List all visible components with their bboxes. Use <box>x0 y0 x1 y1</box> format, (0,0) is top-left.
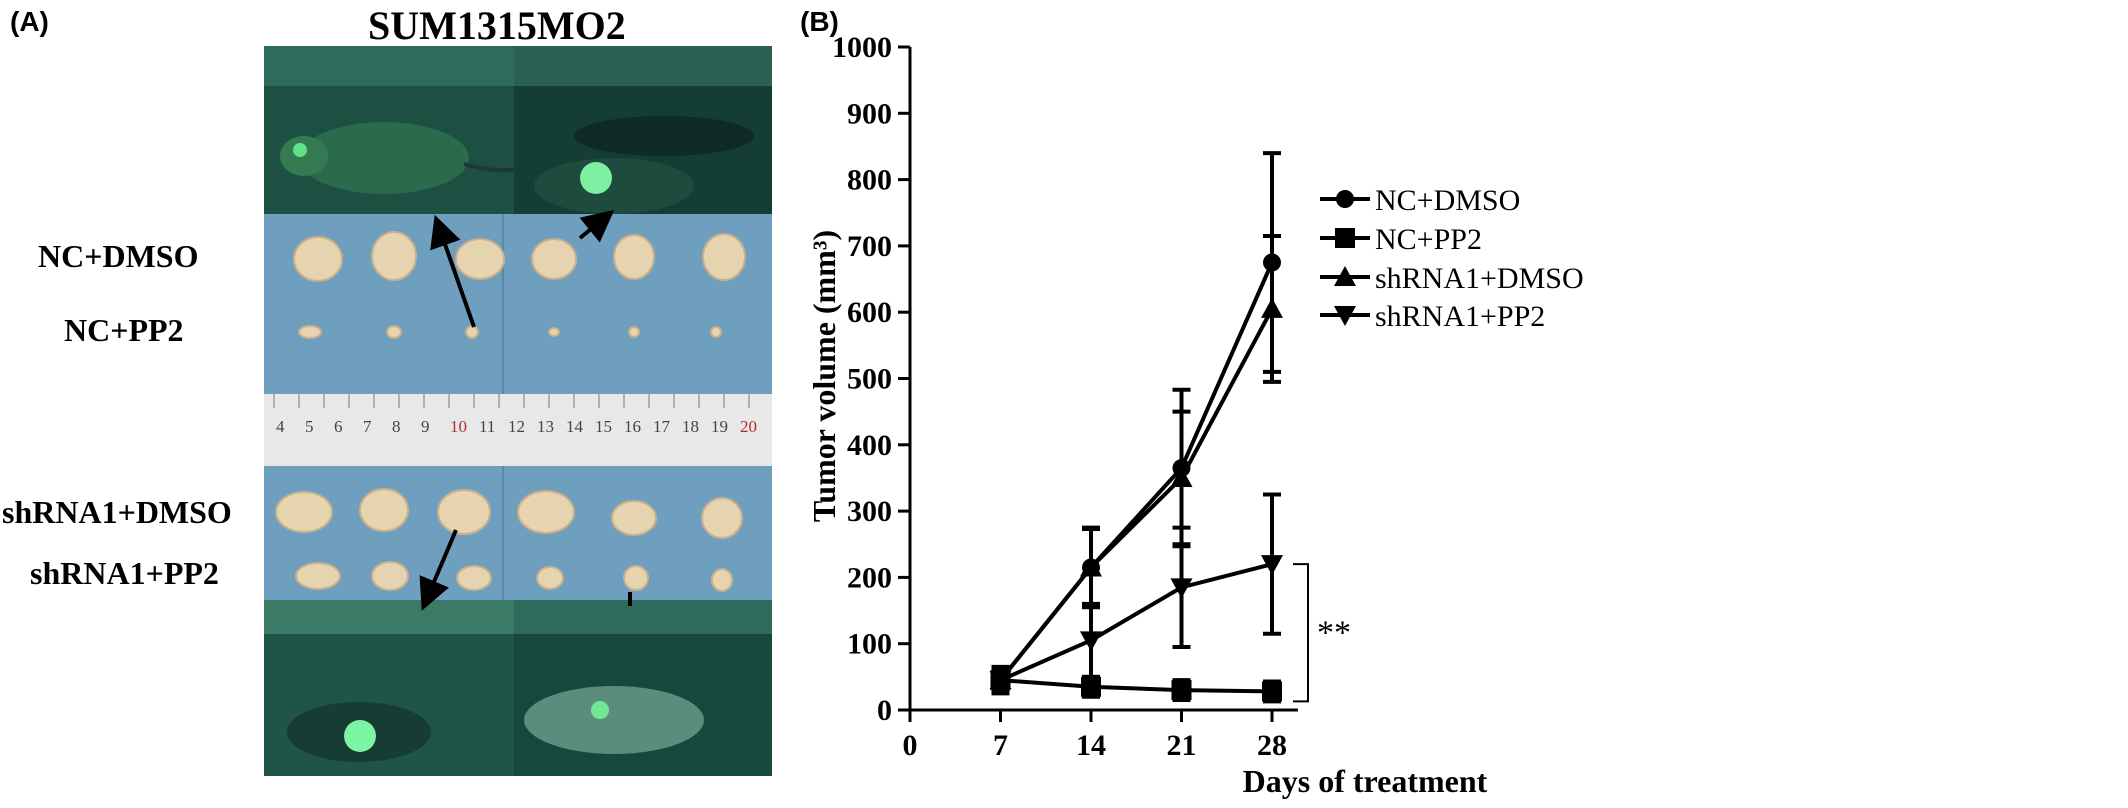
mouse-photo-bottom-right <box>514 600 772 776</box>
row-label-nc-pp2: NC+PP2 <box>64 312 184 348</box>
y-tick-label: 700 <box>847 230 892 263</box>
ruler-mark-label: 20 <box>740 417 757 436</box>
legend-label: shRNA1+PP2 <box>1375 300 1545 333</box>
data-point <box>1261 555 1283 576</box>
arrow-down-left <box>419 529 458 611</box>
ruler-middle: 4 5 6 7 8 9 10 11 12 13 14 15 16 17 18 19 20 <box>264 394 772 466</box>
y-tick-label: 300 <box>847 495 892 528</box>
series-nc-pp2 <box>990 664 1282 704</box>
data-point <box>1334 306 1356 326</box>
series-line <box>1000 678 1273 694</box>
x-tick-label: 7 <box>993 729 1008 762</box>
tumor-volume-chart: 0 100 200 300 400 500 600 700 800 900 1000 0 7 14 21 28… <box>806 31 1584 799</box>
data-point <box>1081 676 1101 697</box>
ruler-mark-label: 18 <box>682 417 699 436</box>
significance-stars: ** <box>1317 614 1351 651</box>
chart-series <box>989 151 1283 704</box>
panel-b: (B) 0 100 200 300 400 500 600 700 800 900 1000 0 7 14… <box>800 0 2128 803</box>
y-tick-label: 0 <box>877 694 892 727</box>
series-shrna1-dmso <box>989 233 1283 695</box>
data-point <box>1335 228 1355 248</box>
bracket-line <box>1293 563 1309 703</box>
ruler-mark-label: 6 <box>334 417 343 436</box>
y-tick-label: 1000 <box>832 31 892 64</box>
ruler-mark-label: 12 <box>508 417 525 436</box>
mouse-photo-top-left <box>264 46 522 214</box>
data-point <box>1336 190 1354 208</box>
ruler-mark-label: 13 <box>537 417 554 436</box>
y-tick-label: 600 <box>847 296 892 329</box>
series-shrna1-pp2 <box>989 492 1283 693</box>
y-tick-label: 100 <box>847 628 892 661</box>
panel-b-label: (B) <box>800 6 839 37</box>
row-label-shrna1-dmso: shRNA1+DMSO <box>2 494 232 530</box>
series-line <box>998 307 1274 682</box>
ruler-mark-label: 17 <box>653 417 671 436</box>
data-point <box>1334 266 1356 286</box>
row-label-shrna1-pp2: shRNA1+PP2 <box>30 555 219 591</box>
legend-label: NC+DMSO <box>1375 184 1520 217</box>
data-point <box>1170 578 1193 599</box>
data-point <box>1170 466 1193 487</box>
significance-bracket: ** <box>1293 563 1351 703</box>
chart-legend: NC+DMSO NC+PP2 shRNA1+DMSO shRNA1+PP2 <box>1320 184 1584 333</box>
x-tick-label: 14 <box>1076 729 1106 762</box>
arrow-up-left <box>430 214 476 328</box>
data-point <box>1171 680 1192 701</box>
legend-label: NC+PP2 <box>1375 223 1482 256</box>
y-tick-label: 900 <box>847 97 892 130</box>
x-axis-label: Days of treatment <box>1243 763 1488 799</box>
photo-arrows <box>419 209 632 611</box>
ruler-mark-label: 19 <box>711 417 728 436</box>
data-point <box>1262 681 1282 702</box>
ruler-mark-label: 9 <box>421 417 430 436</box>
mouse-photo-top-right <box>514 46 772 214</box>
data-point <box>1080 631 1102 652</box>
series-nc-dmso <box>991 151 1281 695</box>
y-tick-label: 200 <box>847 561 892 594</box>
data-point <box>1261 297 1283 318</box>
mouse-photo-bottom-left <box>264 600 516 776</box>
x-tick-label: 21 <box>1167 729 1197 762</box>
legend-label: shRNA1+DMSO <box>1375 262 1584 295</box>
ruler-mark-label: 5 <box>305 417 314 436</box>
row-label-nc-dmso: NC+DMSO <box>38 238 199 274</box>
chart-axes: 0 100 200 300 400 500 600 700 800 900 1000 0 7 14 21 28 <box>832 31 1298 762</box>
data-point <box>1080 556 1102 577</box>
ruler-mark-label: 4 <box>276 417 285 436</box>
ruler-mark-label: 16 <box>624 417 641 436</box>
x-tick-label: 0 <box>903 729 918 762</box>
y-tick-label: 500 <box>847 363 892 396</box>
panel-a: (A) SUM1315MO2 <box>0 0 800 803</box>
tumor-tray-lower <box>264 466 772 600</box>
x-tick-label: 28 <box>1257 729 1287 762</box>
ruler-mark-label: 15 <box>595 417 612 436</box>
ruler-mark-label: 10 <box>450 417 467 436</box>
ruler-mark-label: 14 <box>566 417 584 436</box>
tumor-tray-upper <box>264 214 772 394</box>
series-line <box>998 261 1274 682</box>
data-point <box>989 671 1012 692</box>
arrow-up-right <box>578 209 615 243</box>
y-tick-label: 800 <box>847 164 892 197</box>
ruler-mark-label: 8 <box>392 417 401 436</box>
ruler-mark-label: 11 <box>479 417 495 436</box>
ruler-mark-label: 7 <box>363 417 372 436</box>
panel-a-label: (A) <box>10 6 49 37</box>
series-line <box>999 562 1273 682</box>
y-axis-label: Tumor volume (mm³) <box>806 230 842 522</box>
photo-title: SUM1315MO2 <box>368 3 626 48</box>
y-tick-label: 400 <box>847 429 892 462</box>
